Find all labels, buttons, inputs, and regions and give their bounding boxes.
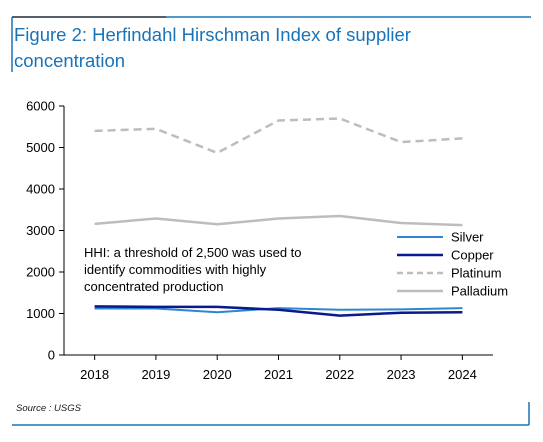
x-tick-label: 2022 <box>325 367 354 382</box>
series-line-copper <box>94 305 463 317</box>
series-line-silver <box>94 307 463 314</box>
series-line-platinum <box>94 117 463 155</box>
legend-label-palladium: Palladium <box>451 284 508 299</box>
x-tick-label: 2023 <box>387 367 416 382</box>
annotation-line: HHI: a threshold of 2,500 was used to <box>84 245 302 260</box>
x-tick-label: 2019 <box>141 367 170 382</box>
legend: Silver Copper Platinum Palladium <box>397 230 508 299</box>
y-tick-label: 6000 <box>26 99 55 114</box>
series-lines <box>94 117 463 317</box>
y-tick-label: 1000 <box>26 306 55 321</box>
x-tick-label: 2024 <box>448 367 477 382</box>
y-tick-label: 5000 <box>26 140 55 155</box>
legend-label-platinum: Platinum <box>451 266 502 281</box>
annotation: HHI: a threshold of 2,500 was used to ide… <box>84 245 302 294</box>
y-tick-label: 3000 <box>26 223 55 238</box>
y-tick-label: 0 <box>48 348 55 363</box>
axes: 0 1000 2000 3000 4000 5000 6000 2018 2019 2020 202… <box>26 99 493 382</box>
y-tick-label: 4000 <box>26 182 55 197</box>
y-tick-label: 2000 <box>26 265 55 280</box>
x-tick-label: 2021 <box>264 367 293 382</box>
legend-label-copper: Copper <box>451 248 494 263</box>
series-line-palladium <box>94 214 463 227</box>
chart-title: Figure 2: Herfindahl Hirschman Index of … <box>14 24 411 71</box>
legend-label-silver: Silver <box>451 230 484 245</box>
annotation-line: identify commodities with highly <box>84 262 267 277</box>
x-tick-label: 2018 <box>80 367 109 382</box>
annotation-line: concentrated production <box>84 279 223 294</box>
x-tick-label: 2020 <box>203 367 232 382</box>
source-note: Source : USGS <box>16 403 81 414</box>
